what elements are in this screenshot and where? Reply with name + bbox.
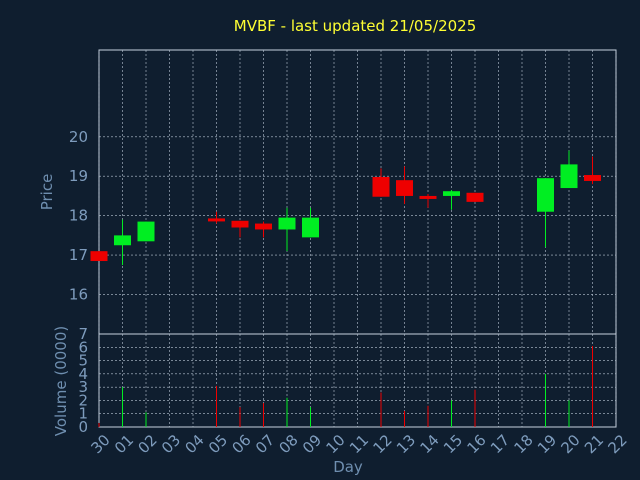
x-tick-label: 05	[205, 431, 231, 457]
candle-body	[584, 175, 601, 181]
x-tick-label: 06	[229, 431, 255, 457]
x-tick-label: 15	[440, 431, 466, 457]
x-tick-label: 10	[323, 431, 349, 457]
candle-body	[419, 195, 437, 199]
candle-body	[443, 191, 460, 196]
price-axis-label: Price	[38, 174, 56, 211]
candlesticks	[90, 150, 601, 265]
candle-body	[137, 221, 155, 242]
candle-body	[466, 192, 484, 202]
chart-title: MVBF - last updated 21/05/2025	[234, 17, 477, 35]
x-tick-label: 09	[299, 431, 325, 457]
volume-tick-label: 0	[78, 418, 88, 436]
x-tick-label: 03	[158, 431, 184, 457]
candle-body	[231, 220, 249, 228]
candle-body	[208, 218, 225, 222]
price-tick-label: 19	[69, 167, 88, 185]
x-tick-label: 22	[605, 431, 631, 457]
volume-tick-label: 6	[78, 338, 88, 356]
x-tick-label: 17	[487, 431, 513, 457]
x-tick-label: 14	[417, 431, 443, 457]
x-tick-label: 07	[252, 431, 278, 457]
candle-body	[372, 177, 390, 197]
x-axis-label: Day	[333, 458, 363, 476]
candle-body	[560, 164, 578, 189]
volume-axis-label: Volume (0000)	[52, 326, 70, 436]
volume-tick-label: 7	[78, 325, 88, 343]
candle-body	[278, 217, 296, 230]
x-tick-label: 11	[346, 431, 372, 457]
price-tick-label: 16	[69, 286, 88, 304]
x-tick-label: 16	[464, 431, 490, 457]
x-tick-label: 19	[534, 431, 560, 457]
candle-body	[90, 251, 108, 262]
x-tick-label: 20	[558, 431, 584, 457]
x-tick-label: 13	[393, 431, 419, 457]
price-tick-label: 18	[69, 207, 88, 225]
volume-tick-label: 5	[78, 352, 88, 370]
candle-body	[537, 178, 554, 212]
x-tick-label: 30	[88, 431, 114, 457]
candle-body	[255, 223, 272, 230]
volume-bars	[98, 345, 593, 427]
x-tick-label: 01	[111, 431, 137, 457]
price-tick-label: 17	[69, 246, 88, 264]
candle-body	[302, 217, 319, 238]
x-tick-label: 18	[511, 431, 537, 457]
candle-body	[396, 180, 413, 196]
tick-labels: 3001020304050607080910111213141516171819…	[69, 128, 631, 457]
volume-tick-label: 3	[78, 378, 88, 396]
grid-lines	[98, 50, 617, 427]
volume-tick-label: 2	[78, 391, 88, 409]
volume-tick-label: 4	[78, 365, 88, 383]
x-tick-label: 12	[370, 431, 396, 457]
x-tick-label: 02	[135, 431, 161, 457]
volume-tick-label: 1	[78, 405, 88, 423]
x-tick-label: 21	[581, 431, 607, 457]
price-tick-label: 20	[69, 128, 88, 146]
x-tick-label: 04	[182, 431, 208, 457]
candle-body	[114, 235, 131, 246]
x-tick-label: 08	[276, 431, 302, 457]
